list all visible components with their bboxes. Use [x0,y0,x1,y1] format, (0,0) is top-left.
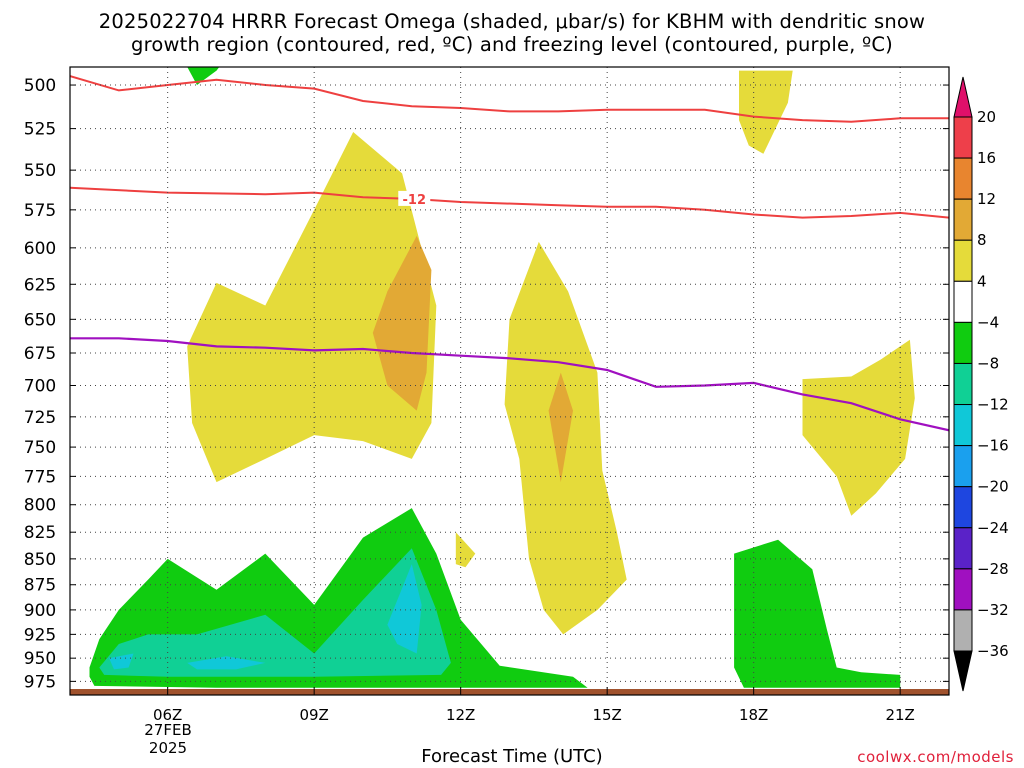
colorbar-label: 4 [977,272,987,290]
omega-region [187,67,220,85]
colorbar-label: −16 [977,437,1009,455]
x-tick-label: 12Z [446,706,475,724]
dgz-contour-upper [70,75,949,123]
colorbar-bottom-arrow [953,650,973,692]
y-tick-label: 900 [24,601,56,621]
omega-region [739,70,793,154]
ground-strip [70,689,949,695]
x-tick-label: 06Z [153,706,182,724]
colorbar-label: −32 [977,601,1009,619]
omega-region [455,532,476,568]
freezing-level-contour [70,337,949,432]
colorbar-label: −24 [977,519,1009,537]
colorbar-bin [953,239,973,282]
y-tick-label: 650 [24,310,56,330]
omega-region [802,339,915,516]
x-tick-label: 15Z [592,706,621,724]
y-tick-label: 975 [24,672,56,692]
source-credit: coolwx.com/models [857,748,1014,766]
colorbar-bin [953,445,973,488]
x-tick-label: 21Z [885,706,914,724]
y-tick-label: 675 [24,344,56,364]
colorbar-label: 8 [977,231,987,249]
chart-title-line-2: growth region (contoured, red, ºC) and f… [131,33,893,56]
colorbar-bin [953,157,973,200]
colorbar-label: −4 [977,313,999,331]
colorbar-bin [953,280,973,323]
contour-label: -12 [403,193,427,208]
y-tick-label: 825 [24,523,56,543]
colorbar-bin [953,404,973,447]
y-tick-label: 875 [24,576,56,596]
chart-title-line-1: 2025022704 HRRR Forecast Omega (shaded, … [98,10,926,33]
y-tick-label: 775 [24,467,56,487]
y-tick-label: 550 [24,161,56,181]
y-tick-label: 800 [24,496,56,516]
y-tick-label: 625 [24,275,56,295]
colorbar-bin [953,362,973,406]
colorbar-top-arrow [953,76,973,118]
y-tick-label: 575 [24,201,56,221]
y-tick-label: 750 [24,438,56,458]
plot-frame [69,66,950,696]
date-label-day: 27FEB [144,721,192,739]
omega-region [99,548,451,677]
dgz-contour-lower [70,186,949,219]
date-label-year: 2025 [148,739,188,757]
colorbar-bin [953,198,973,241]
colorbar-bin [953,609,973,652]
y-tick-label: 500 [24,76,56,96]
colorbar-bin [953,486,973,529]
omega-shading [70,67,949,688]
y-tick-label: 950 [24,649,56,669]
colorbar-bin [953,527,973,570]
y-tick-label: 925 [24,625,56,645]
colorbar-bin [953,321,973,364]
contour-label-bg [398,190,431,206]
y-tick-label: 600 [24,239,56,259]
colorbar-label: −20 [977,478,1009,496]
colorbar-label: 16 [977,149,996,167]
omega-region [187,132,437,483]
omega-region [109,653,134,670]
colorbar-label: 20 [977,108,996,126]
omega-region [387,564,422,654]
colorbar-bin [953,568,973,611]
y-tick-label: 525 [24,120,56,140]
x-tick-label: 09Z [299,706,328,724]
omega-region [734,539,901,688]
colorbar-bin [953,116,973,159]
omega-region [548,372,573,483]
omega-region [372,235,432,411]
colorbar-label: −8 [977,354,999,372]
colorbar-label: −28 [977,560,1009,578]
x-axis-label: Forecast Time (UTC) [421,746,603,767]
colorbar-label: −12 [977,396,1009,414]
y-tick-label: 850 [24,550,56,570]
colorbar-label: 12 [977,190,996,208]
y-tick-label: 700 [24,376,56,396]
omega-region [187,656,266,670]
colorbar-label: −36 [977,642,1009,660]
x-tick-label: 18Z [739,706,768,724]
y-tick-label: 725 [24,408,56,428]
